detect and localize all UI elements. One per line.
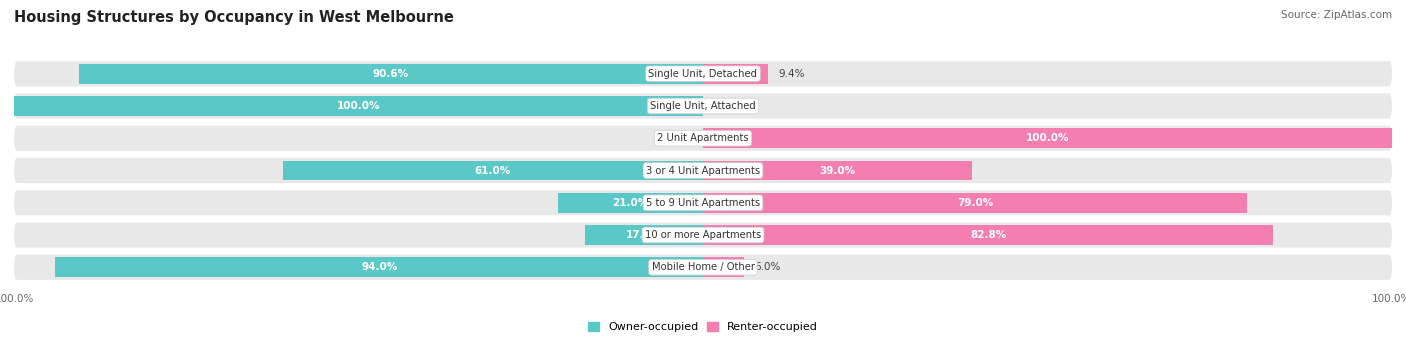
Text: 39.0%: 39.0% [820,165,855,176]
Text: 21.0%: 21.0% [613,198,648,208]
Text: 10 or more Apartments: 10 or more Apartments [645,230,761,240]
Bar [703,161,972,180]
Text: 17.2%: 17.2% [626,230,662,240]
FancyBboxPatch shape [14,93,1392,119]
Bar [703,128,1392,148]
Bar [703,257,744,277]
Text: 5 to 9 Unit Apartments: 5 to 9 Unit Apartments [645,198,761,208]
Text: 90.6%: 90.6% [373,69,409,79]
Text: 0.0%: 0.0% [666,133,693,143]
Text: 3 or 4 Unit Apartments: 3 or 4 Unit Apartments [645,165,761,176]
Bar [585,225,703,245]
Text: Single Unit, Detached: Single Unit, Detached [648,69,758,79]
Text: 0.0%: 0.0% [713,101,740,111]
Text: 94.0%: 94.0% [361,262,398,272]
Text: 2 Unit Apartments: 2 Unit Apartments [657,133,749,143]
Bar [558,193,703,213]
Text: 100.0%: 100.0% [337,101,380,111]
FancyBboxPatch shape [14,222,1392,248]
Bar [283,161,703,180]
FancyBboxPatch shape [14,255,1392,280]
Bar [703,64,768,84]
Text: 79.0%: 79.0% [957,198,993,208]
FancyBboxPatch shape [14,158,1392,183]
Bar [79,64,703,84]
Text: 100.0%: 100.0% [1026,133,1069,143]
Text: 9.4%: 9.4% [778,69,804,79]
Text: Source: ZipAtlas.com: Source: ZipAtlas.com [1281,10,1392,20]
FancyBboxPatch shape [14,126,1392,151]
FancyBboxPatch shape [14,190,1392,215]
Legend: Owner-occupied, Renter-occupied: Owner-occupied, Renter-occupied [583,317,823,337]
Text: Housing Structures by Occupancy in West Melbourne: Housing Structures by Occupancy in West … [14,10,454,25]
FancyBboxPatch shape [14,61,1392,86]
Bar [55,257,703,277]
Bar [14,96,703,116]
Text: 82.8%: 82.8% [970,230,1007,240]
Text: 6.0%: 6.0% [755,262,782,272]
Bar [703,193,1247,213]
Text: 61.0%: 61.0% [475,165,510,176]
Bar [703,225,1274,245]
Text: Single Unit, Attached: Single Unit, Attached [650,101,756,111]
Text: Mobile Home / Other: Mobile Home / Other [651,262,755,272]
